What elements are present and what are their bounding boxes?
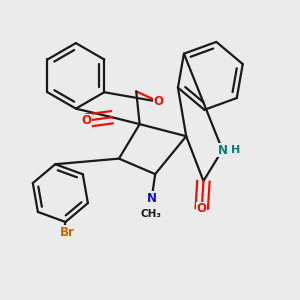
Text: O: O — [197, 202, 207, 215]
Text: CH₃: CH₃ — [141, 209, 162, 219]
Text: N: N — [147, 192, 157, 205]
Text: H: H — [231, 145, 240, 155]
Text: Br: Br — [60, 226, 75, 239]
Text: O: O — [154, 95, 164, 108]
Text: O: O — [81, 114, 91, 127]
Text: N: N — [218, 143, 227, 157]
